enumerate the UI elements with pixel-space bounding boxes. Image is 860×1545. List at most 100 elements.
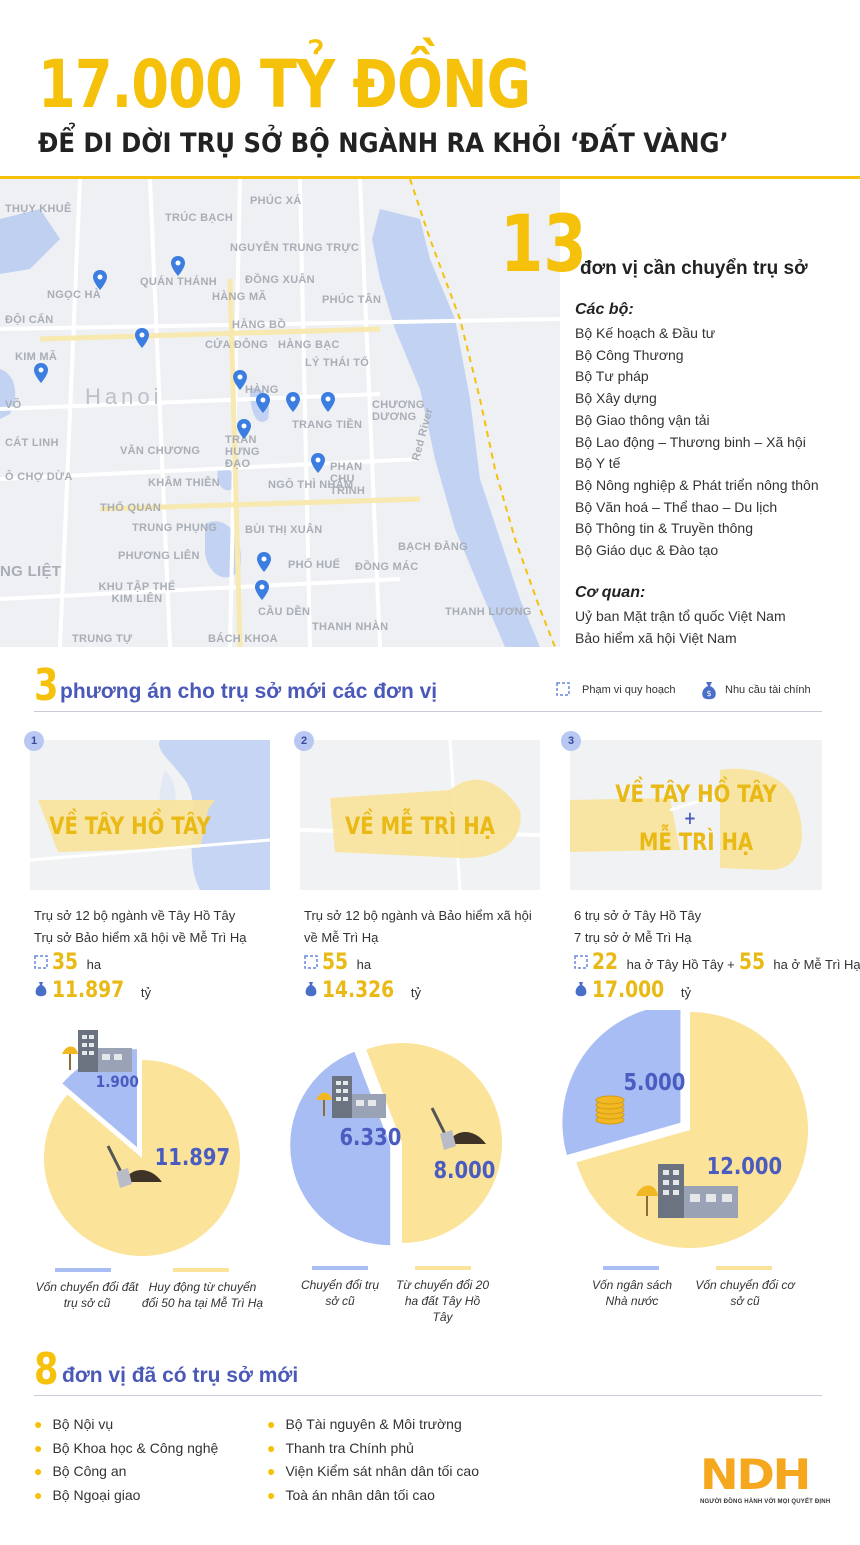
map-district: THỔ QUAN [100, 502, 162, 514]
option-1-area-value: 35 [52, 950, 79, 975]
pie-3-legend-swatch-a [603, 1266, 659, 1270]
pie-3-legend-swatch-b [716, 1266, 772, 1270]
bullet-icon: ● [34, 1439, 43, 1456]
new-hq-count: 8 [34, 1344, 59, 1395]
money-bag-icon [305, 982, 317, 997]
location-pin-icon [34, 363, 48, 383]
pie-3-slice-2 [576, 1012, 808, 1248]
map-district: KHU TẬP THỂ KIM LIÊN [98, 581, 176, 605]
map-district: PHÚC XÁ [250, 195, 302, 207]
map-district: VĂN CHƯƠNG [120, 445, 201, 457]
option-3-caption-b: MỄ TRÌ HẠ [638, 828, 754, 856]
pie-2-slice-2 [366, 1043, 502, 1243]
map-district: TRẦN HƯNG ĐẠO [225, 434, 260, 470]
pie-1-legend-swatch-b [173, 1268, 229, 1272]
pie-1-legend-swatch-a [55, 1268, 111, 1272]
map-district: TRUNG TỰ [72, 633, 133, 645]
option-3-caption-a: VỀ TÂY HỒ TÂY [615, 780, 777, 808]
pie-3-legend-b: Vốn chuyển đổi cơ sở cũ [695, 1278, 795, 1308]
map-district: KIM MÃ [15, 351, 58, 363]
option-2-map: VỀ MỄ TRÌ HẠ [300, 740, 540, 890]
bullet-icon: ● [267, 1416, 276, 1432]
option-3-area-unit: ha ở Tây Hồ Tây + [626, 957, 735, 972]
map-district: PHỐ HUẾ [288, 559, 341, 571]
map-district: PHAN CHU TRINH [330, 461, 366, 497]
option-3-area-value-2: 55 [738, 950, 765, 975]
list-item: ● Viện Kiểm sát nhân dân tối cao [267, 1460, 479, 1484]
option-2-cost-value: 14.326 [322, 978, 395, 1003]
list-item: Bảo hiểm xã hội Việt Nam [575, 629, 737, 646]
building-icon [316, 1076, 386, 1118]
map-district: PHÚC TÂN [322, 294, 382, 306]
page-subtitle: ĐỂ DI DỜI TRỤ SỞ BỘ NGÀNH RA KHỎI ‘ĐẤT V… [38, 128, 729, 159]
option-3-caption-plus: + [683, 808, 697, 829]
list-item: Bộ Giáo dục & Đào tạo [575, 542, 719, 559]
pie-2-legend-swatch-a [312, 1266, 368, 1270]
map-district: ĐỘI CẤN [5, 314, 54, 326]
pie-2-label-a: 6.330 [339, 1125, 402, 1151]
list-item: Bộ Xây dựng [575, 390, 657, 407]
map-district: KHÂM THIÊN [148, 477, 221, 489]
list-item-label: Viện Kiểm sát nhân dân tối cao [285, 1463, 480, 1479]
option-3-area-unit-2: ha ở Mễ Trì Hạ [773, 957, 860, 972]
location-pin-icon [237, 419, 251, 439]
building-icon [62, 1030, 132, 1072]
option-3-cost-unit: tỷ [680, 985, 692, 1000]
ministries-heading: Các bộ: [575, 301, 634, 318]
map-district: QUÁN THÁNH [140, 276, 217, 288]
map-district: NGỌC HÀ [47, 289, 102, 301]
option-3-cost-value: 17.000 [592, 978, 665, 1003]
option-2-area: 55 ha [304, 950, 371, 975]
option-1-cost-value: 11.897 [52, 978, 125, 1003]
bullet-icon: ● [267, 1463, 276, 1479]
coins-icon [595, 1095, 625, 1125]
list-item: ● Bộ Nội vụ [34, 1413, 218, 1437]
map-district: PHƯƠNG LIÊN [118, 550, 200, 562]
location-pin-icon [93, 270, 107, 290]
location-pin-icon [286, 392, 300, 412]
location-pin-icon [233, 370, 247, 390]
pie-1-slice-1 [62, 1049, 137, 1148]
map-city-label: Hanoi [85, 384, 163, 409]
legend-finance-label: Nhu cầu tài chính [725, 684, 811, 696]
option-1-badge: 1 [24, 731, 44, 751]
map-district: HÀNG MÃ [212, 291, 267, 303]
new-hq-title: đơn vị đã có trụ sở mới [62, 1364, 299, 1387]
option-3-area-value: 22 [592, 950, 619, 975]
list-item: Uỷ ban Mặt trận tổ quốc Việt Nam [575, 608, 786, 624]
map-district: NG LIỆT [0, 563, 62, 580]
agencies-list: Uỷ ban Mặt trận tổ quốc Việt Nam Bảo hiể… [575, 606, 786, 649]
list-item: ● Bộ Khoa học & Công nghệ [34, 1437, 218, 1461]
option-1-map: VỀ TÂY HỒ TÂY [30, 740, 270, 890]
bullet-icon: ● [34, 1486, 43, 1503]
option-1-area-unit: ha [86, 957, 102, 972]
list-item: ● Bộ Công an [34, 1460, 218, 1484]
pie-1-label-a: 1.900 [95, 1072, 139, 1091]
header-divider [0, 176, 860, 179]
ndh-logo: NDH NGƯỜI ĐỒNG HÀNH VỚI MỌI QUYẾT ĐỊNH [700, 1450, 830, 1505]
pie-3-label-a: 5.000 [623, 1070, 686, 1096]
option-3-area: 22 ha ở Tây Hồ Tây + 55 ha ở Mễ Trì Hạ [574, 950, 860, 975]
list-item: ● Thanh tra Chính phủ [267, 1437, 479, 1461]
list-item: Bộ Kế hoạch & Đầu tư [575, 325, 716, 341]
shovel-dirt-icon [106, 1145, 162, 1188]
list-item: Bộ Giao thông vận tải [575, 411, 710, 428]
svg-text:$: $ [706, 689, 711, 698]
list-item-label: Bộ Ngoại giao [52, 1486, 141, 1503]
units-count: 13 [500, 200, 587, 290]
map-district: NGÔ THÌ NHẬM [268, 479, 354, 491]
section-divider [34, 711, 822, 712]
pie-1-slice-2 [44, 1060, 241, 1256]
list-item-label: Bộ Khoa học & Công nghệ [52, 1439, 219, 1456]
map-district: CÁT LINH [5, 437, 59, 449]
location-pin-icon [171, 256, 185, 276]
list-item: ● Toà án nhân dân tối cao [267, 1484, 479, 1508]
list-item: Bộ Văn hoá – Thể thao – Du lịch [575, 498, 778, 515]
planning-area-icon [34, 955, 48, 969]
page-title: 17.000 TỶ ĐỒNG [38, 46, 531, 123]
pie-2-legend-a: Chuyển đổi trụ sở cũ [300, 1278, 380, 1308]
option-2-area-unit: ha [356, 957, 372, 972]
map-district: VÕ [5, 399, 22, 411]
section-divider [34, 1395, 822, 1396]
list-item-label: Bộ Công an [52, 1463, 127, 1479]
